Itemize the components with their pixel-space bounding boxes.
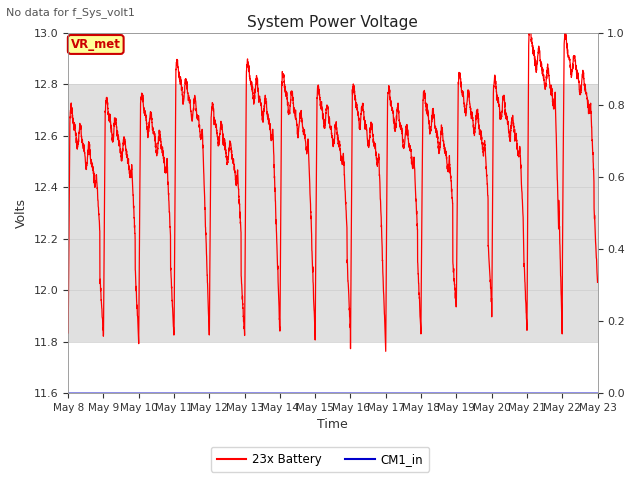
Text: VR_met: VR_met [71,38,121,51]
Bar [68,84,598,342]
Text: No data for f_Sys_volt1: No data for f_Sys_volt1 [6,7,135,18]
X-axis label: Time: Time [317,419,348,432]
Title: System Power Voltage: System Power Voltage [248,15,419,30]
Legend: 23x Battery, CM1_in: 23x Battery, CM1_in [211,447,429,472]
Y-axis label: Volts: Volts [15,198,28,228]
